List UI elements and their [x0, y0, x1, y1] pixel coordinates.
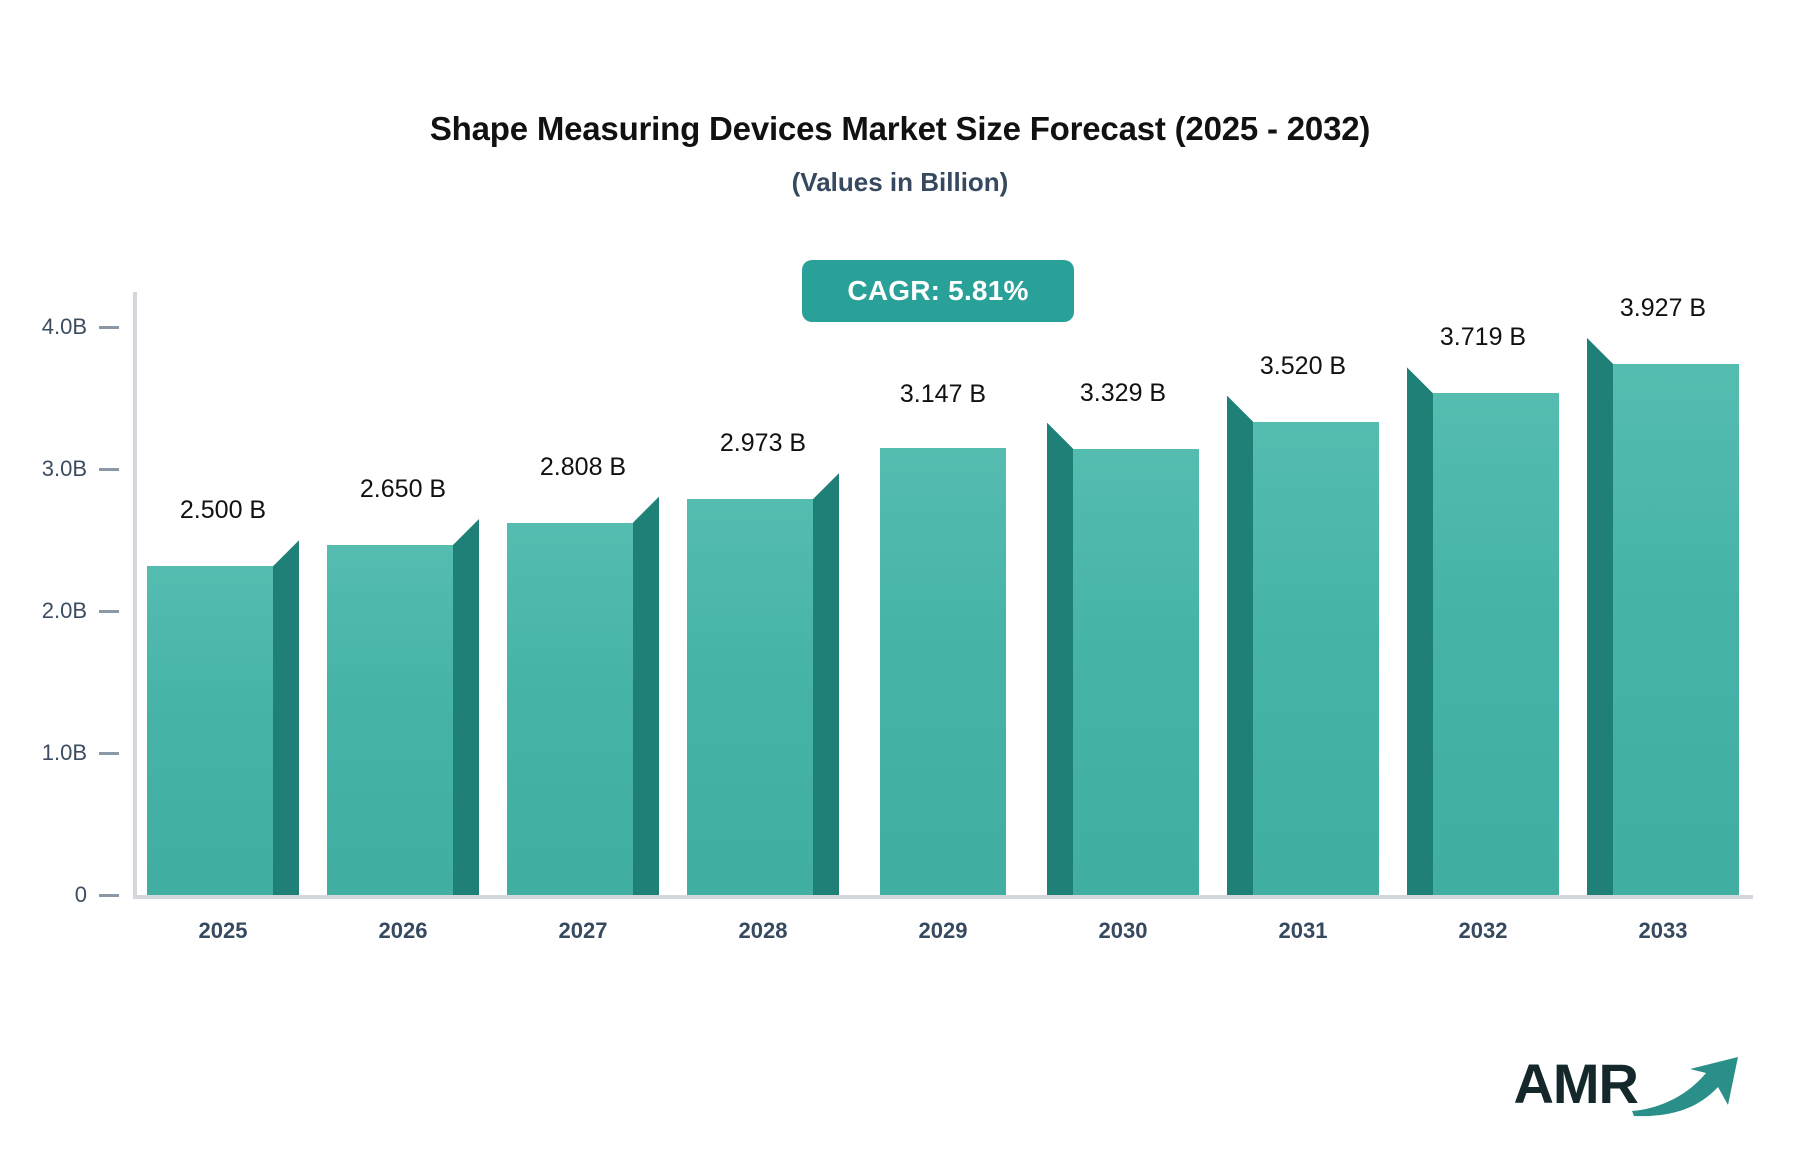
bar-side-face — [633, 496, 659, 895]
bar-value-label: 2.973 B — [719, 429, 807, 458]
page-title: Shape Measuring Devices Market Size Fore… — [429, 110, 1371, 147]
y-axis-tick: 4.0B — [0, 312, 133, 342]
bar[interactable] — [867, 448, 1019, 895]
bar-side-face — [1587, 337, 1613, 895]
bar[interactable] — [1227, 395, 1379, 895]
cagr-badge: CAGR: 5.81% — [802, 260, 1074, 322]
chart-subtitle: (Values in Billion) — [791, 167, 1009, 197]
bar-side-face — [1227, 395, 1253, 895]
bar-front-face — [327, 545, 453, 895]
x-axis-tick-label: 2030 — [1098, 918, 1148, 943]
x-axis-tick-label: 2031 — [1278, 918, 1328, 943]
bar-value-label: 2.500 B — [179, 496, 267, 525]
amr-logo: AMR — [1513, 1048, 1744, 1120]
bar-front-face — [1073, 448, 1199, 895]
amr-logo-text: AMR — [1513, 1052, 1639, 1115]
y-axis-tick-label: 0 — [74, 882, 87, 907]
y-axis-tick-label: 2.0B — [41, 598, 87, 624]
bar[interactable] — [147, 540, 299, 895]
bar[interactable] — [1047, 422, 1199, 895]
y-axis-tick-mark — [99, 468, 119, 472]
y-axis-tick-label: 4.0B — [41, 314, 87, 340]
x-axis-tick-label: 2026 — [378, 918, 428, 943]
y-axis-tick-mark — [99, 610, 119, 614]
bar-front-face — [1433, 393, 1559, 895]
cagr-badge-label: CAGR: 5.81% — [847, 275, 1029, 306]
bar-side-face — [813, 473, 839, 895]
y-axis-tick-mark — [99, 326, 119, 330]
y-axis-tick: 1.0B — [0, 738, 133, 768]
bar-front-face — [1253, 421, 1379, 895]
y-axis-tick-label: 3.0B — [41, 456, 87, 482]
bar-value-label: 3.520 B — [1259, 351, 1347, 380]
x-axis-tick-label: 2032 — [1458, 918, 1508, 943]
bar-side-face — [1407, 367, 1433, 895]
x-axis-tick-label: 2028 — [738, 918, 788, 943]
bar-value-label: 3.329 B — [1079, 378, 1167, 407]
y-axis-line — [133, 292, 137, 897]
bar[interactable] — [507, 496, 659, 895]
bar-side-face — [1047, 422, 1073, 895]
bar-value-label: 3.719 B — [1439, 323, 1527, 352]
bar-side-face — [273, 540, 299, 895]
bar-value-label: 3.147 B — [899, 380, 987, 409]
y-axis-tick: 2.0B — [0, 596, 133, 626]
bar-front-face — [687, 499, 813, 895]
bar-value-label: 3.927 B — [1619, 293, 1707, 322]
bar-front-face — [147, 566, 273, 895]
bar[interactable] — [327, 519, 479, 895]
bar-front-face — [507, 522, 633, 895]
bar[interactable] — [1407, 367, 1559, 895]
bar[interactable] — [1587, 337, 1739, 895]
growth-arrow-icon — [1628, 1053, 1744, 1122]
x-axis-tick-label: 2025 — [198, 918, 248, 943]
y-axis-tick: 3.0B — [0, 454, 133, 484]
y-axis-tick-mark — [99, 752, 119, 756]
bar-front-face — [1613, 363, 1739, 895]
x-axis-line — [133, 895, 1753, 899]
x-axis-tick-label: 2033 — [1638, 918, 1688, 943]
y-axis-tick-label: 1.0B — [41, 740, 87, 766]
y-axis-tick-mark — [99, 894, 119, 897]
bar-side-face — [453, 519, 479, 895]
y-axis-tick: 0 — [0, 880, 133, 910]
bar[interactable] — [687, 473, 839, 895]
bar-value-label: 2.650 B — [359, 475, 447, 503]
bar-front-face — [880, 448, 1006, 895]
bar-value-label: 2.808 B — [539, 452, 627, 481]
x-axis-tick-label: 2027 — [558, 918, 608, 943]
x-axis-tick-label: 2029 — [918, 918, 968, 943]
